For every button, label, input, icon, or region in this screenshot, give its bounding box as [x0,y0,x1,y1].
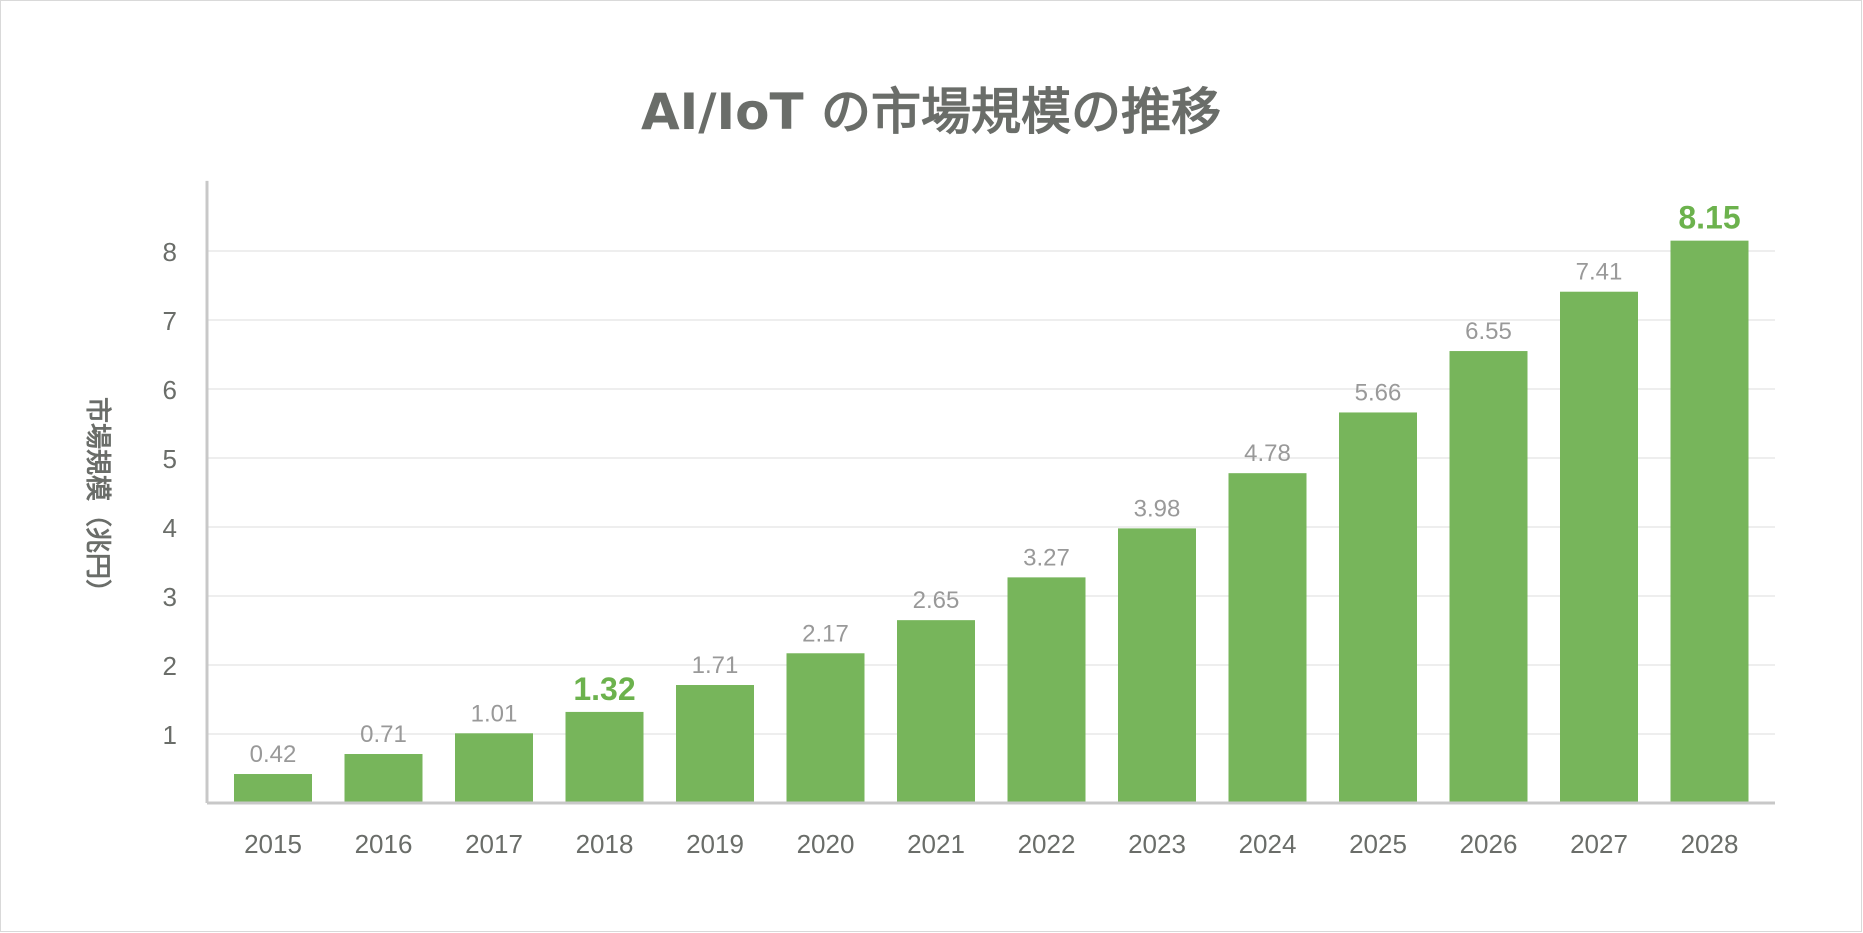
value-label: 1.01 [471,700,518,727]
bar [1228,473,1307,803]
x-tick-label: 2024 [1239,829,1297,859]
highlighted-value-label: 8.15 [1678,200,1740,236]
bar [565,711,644,803]
y-tick-label: 2 [163,651,177,681]
bar [1007,577,1086,803]
bar [1449,351,1528,803]
gridlines [207,250,1775,735]
y-tick-label: 5 [163,444,177,474]
x-tick-label: 2018 [576,829,634,859]
value-label: 6.55 [1465,318,1512,345]
x-tick-label: 2016 [355,829,413,859]
y-tick-label: 7 [163,306,177,336]
labels: 1 2 3 4 5 6 7 8 0.42 2015 0.71 2016 1.01 2017 1.32 2018… [163,200,1741,859]
x-tick-label: 2025 [1349,829,1407,859]
y-tick-label: 1 [163,720,177,750]
value-label: 3.27 [1023,544,1070,571]
value-label: 5.66 [1355,379,1402,406]
y-axis-label: 市場規模（兆円） [82,397,113,605]
x-tick-label: 2019 [686,829,744,859]
axes [205,180,1775,805]
x-tick-label: 2021 [907,829,965,859]
y-tick-label: 4 [163,513,177,543]
value-label: 7.41 [1576,259,1623,286]
bar [234,774,312,803]
y-tick-label: 6 [163,375,177,405]
x-tick-label: 2020 [797,829,855,859]
y-tick-label: 3 [163,582,177,612]
value-label: 0.42 [250,741,297,768]
chart-title: AI/IoT の市場規模の推移 [641,83,1221,141]
bar [1670,240,1749,803]
value-label: 0.71 [360,721,407,748]
x-tick-label: 2027 [1570,829,1628,859]
value-label: 3.98 [1134,495,1181,522]
bar [455,733,533,803]
highlighted-value-label: 1.32 [573,671,635,707]
bar [897,620,975,803]
bar [344,754,423,803]
value-label: 2.17 [802,620,849,647]
value-label: 4.78 [1244,440,1291,467]
bar [786,653,865,803]
bar [1118,528,1196,803]
value-label: 1.71 [692,652,739,679]
x-tick-label: 2015 [244,829,302,859]
x-tick-label: 2022 [1018,829,1076,859]
x-tick-label: 2017 [465,829,523,859]
y-tick-label: 8 [163,237,177,267]
bar [676,685,754,803]
bar [1560,291,1638,803]
x-tick-label: 2026 [1460,829,1518,859]
value-label: 2.65 [913,587,960,614]
x-tick-label: 2023 [1128,829,1186,859]
bars [234,240,1749,803]
bar [1339,412,1417,803]
x-tick-label: 2028 [1681,829,1739,859]
